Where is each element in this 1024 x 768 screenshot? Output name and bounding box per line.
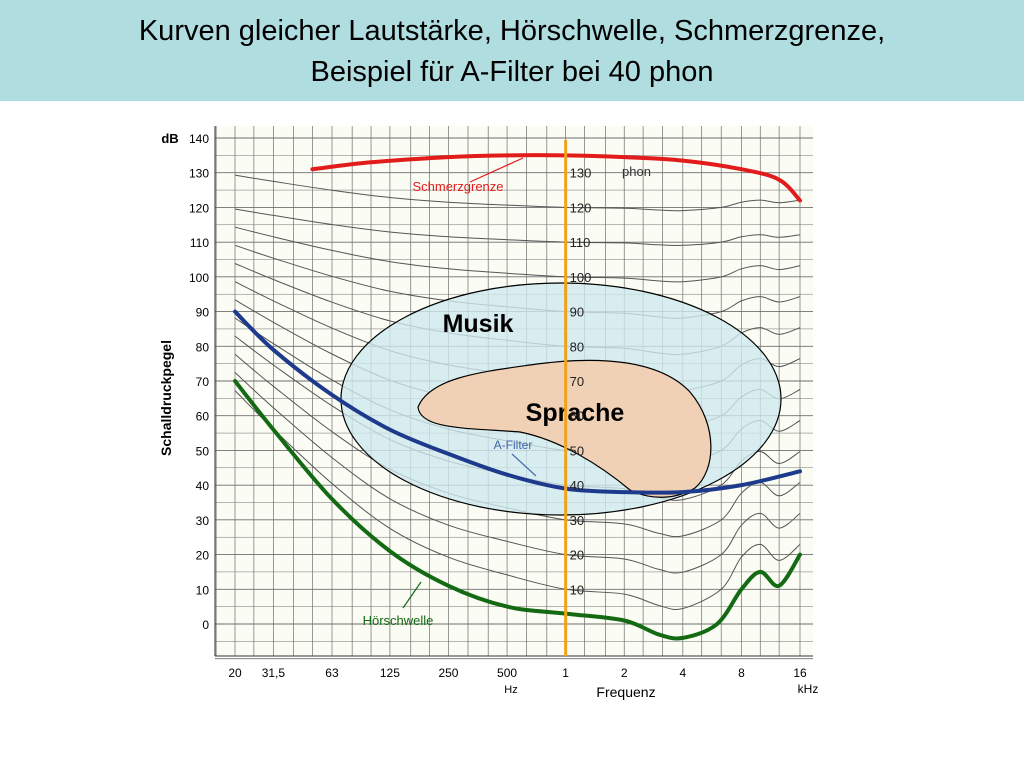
phon-label: 110 — [570, 235, 591, 250]
x-tick-label: 4 — [679, 666, 686, 680]
x-tick-label: 125 — [380, 666, 400, 680]
y-tick-label: 40 — [196, 479, 210, 493]
x-tick-label: 250 — [438, 666, 458, 680]
phon-labels: 10 20 30 40 50 60 70 80 90 100 110 120 130 — [570, 166, 592, 598]
a-filter-label: A-Filter — [494, 438, 533, 452]
phon-label: 20 — [570, 548, 584, 563]
phon-label: 80 — [570, 339, 584, 354]
phon-label: 10 — [570, 582, 584, 597]
y-tick-label: 10 — [196, 583, 210, 597]
x-tick-label: 16 — [793, 666, 807, 680]
y-tick-label: 100 — [189, 271, 209, 285]
y-axis-label: Schalldruckpegel — [158, 340, 174, 456]
schmerzgrenze-label: Schmerzgrenze — [412, 179, 503, 194]
y-tick-label: 130 — [189, 167, 209, 181]
y-tick-label: 140 — [189, 132, 209, 146]
musik-label: Musik — [443, 310, 514, 338]
y-tick-label: 110 — [190, 236, 209, 250]
phon-label: 40 — [570, 478, 584, 493]
phon-curve-100 — [234, 226, 801, 283]
x-tick-label: 1 — [562, 666, 569, 680]
x-unit-khz: kHz — [798, 682, 819, 696]
series-schmerzgrenze — [310, 153, 802, 203]
phon-curve-10 — [234, 390, 801, 610]
phon-label: 90 — [570, 305, 584, 320]
x-tick-label: 20 — [228, 666, 242, 680]
hoerschwelle-annotation: Hörschwelle — [363, 581, 434, 628]
x-tick-label: 2 — [621, 666, 628, 680]
a-filter-annotation: A-Filter — [494, 438, 537, 477]
phon-label: 120 — [570, 200, 592, 215]
x-tick-label: 63 — [325, 666, 339, 680]
phon-curve-110 — [234, 208, 801, 246]
y-tick-label: 80 — [196, 340, 210, 354]
slide-title-line-1: Kurven gleicher Lautstärke, Hörschwelle,… — [138, 15, 886, 47]
y-tick-label: 30 — [196, 514, 210, 528]
x-tick-label: 31,5 — [262, 666, 286, 680]
y-tick-label: 90 — [196, 306, 210, 320]
y-unit-label: dB — [161, 131, 178, 146]
phon-label: 100 — [570, 270, 592, 285]
phon-curve-120 — [234, 174, 801, 212]
series — [233, 153, 802, 641]
phon-label: 60 — [570, 409, 584, 424]
y-tick-label: 50 — [196, 444, 210, 458]
phon-unit-label: phon — [622, 164, 651, 179]
y-tick-label: 70 — [196, 375, 210, 389]
sprache-label: Sprache — [526, 399, 625, 427]
hoerschwelle-label: Hörschwelle — [363, 613, 434, 628]
phon-label: 130 — [570, 166, 592, 181]
phon-curve-20 — [234, 372, 801, 574]
x-axis-label: Frequenz — [596, 684, 655, 700]
y-tick-label: 0 — [202, 618, 209, 632]
y-tick-label: 20 — [196, 549, 210, 563]
y-tick-label: 60 — [196, 410, 210, 424]
series-h-rschwelle — [233, 379, 802, 641]
x-tick-label: 500 — [497, 666, 517, 680]
phon-label: 70 — [570, 374, 584, 389]
y-tick-label: 120 — [189, 201, 209, 215]
slide-title-line-2: Beispiel für A-Filter bei 40 phon — [310, 56, 714, 88]
series-a-filter — [233, 309, 802, 495]
phon-label: 30 — [570, 513, 584, 528]
x-unit-hz: Hz — [504, 684, 517, 696]
title-bar — [0, 0, 1024, 101]
x-tick-label: 8 — [738, 666, 745, 680]
phon-label: 50 — [570, 443, 584, 458]
schmerzgrenze-annotation: Schmerzgrenze — [412, 157, 524, 194]
